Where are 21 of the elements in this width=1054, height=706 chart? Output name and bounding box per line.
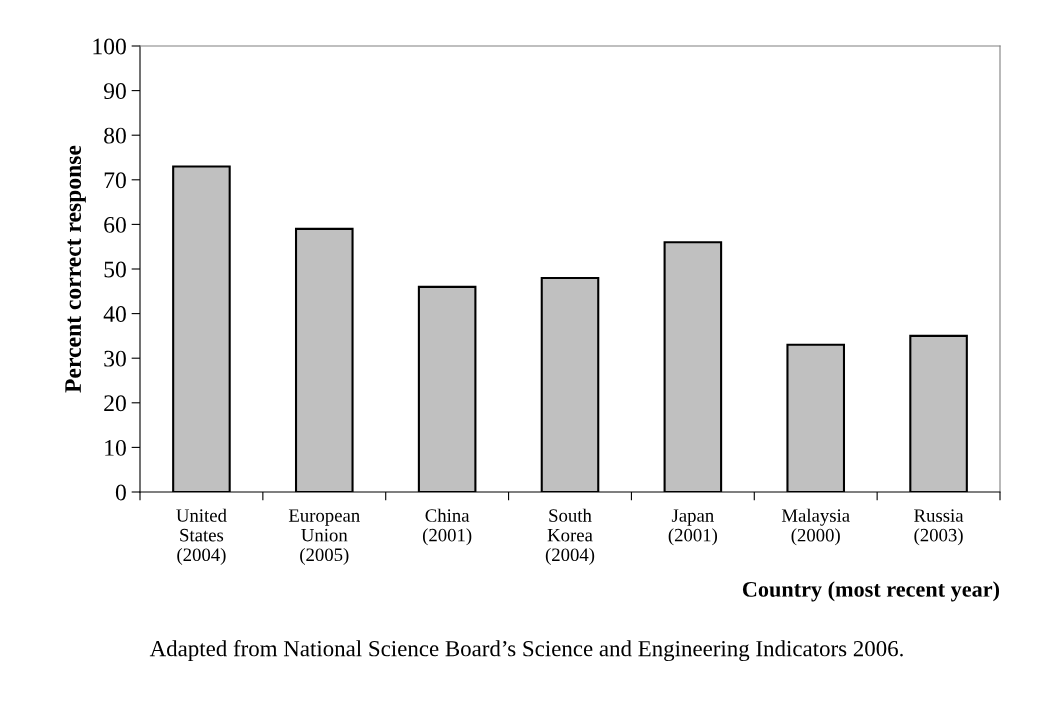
y-tick-label: 50 bbox=[104, 261, 126, 278]
y-tick-label: 80 bbox=[104, 127, 126, 144]
y-tick-label: 10 bbox=[105, 439, 126, 456]
y-tick-label: 30 bbox=[104, 350, 126, 367]
y-axis-title: Percent correct response bbox=[65, 145, 86, 393]
y-tick-label: 70 bbox=[104, 172, 126, 189]
x-tick-label: United States (2004) bbox=[176, 508, 227, 565]
y-tick-label: 90 bbox=[103, 83, 126, 100]
x-tick-label: European Union (2005) bbox=[288, 509, 360, 565]
x-axis-title: Country (most recent year) bbox=[742, 581, 1000, 602]
y-tick-label: 60 bbox=[104, 216, 126, 233]
x-tick-label: South Korea (2004) bbox=[545, 508, 595, 565]
y-tick-label: 0 bbox=[115, 484, 126, 501]
x-tick-label: Malaysia (2000) bbox=[781, 508, 850, 546]
text: Adapted from National Science Board’s Science and Engineering Indicators 2006. bbox=[149, 640, 903, 662]
x-tick-label: Japan (2001) bbox=[668, 509, 718, 546]
x-tick-label: Russia (2003) bbox=[914, 509, 964, 546]
y-tick-label: 100 bbox=[93, 38, 126, 55]
y-tick-label: 20 bbox=[104, 395, 126, 412]
x-tick-label: China (2001) bbox=[422, 508, 472, 546]
y-tick-label: 40 bbox=[103, 306, 126, 323]
